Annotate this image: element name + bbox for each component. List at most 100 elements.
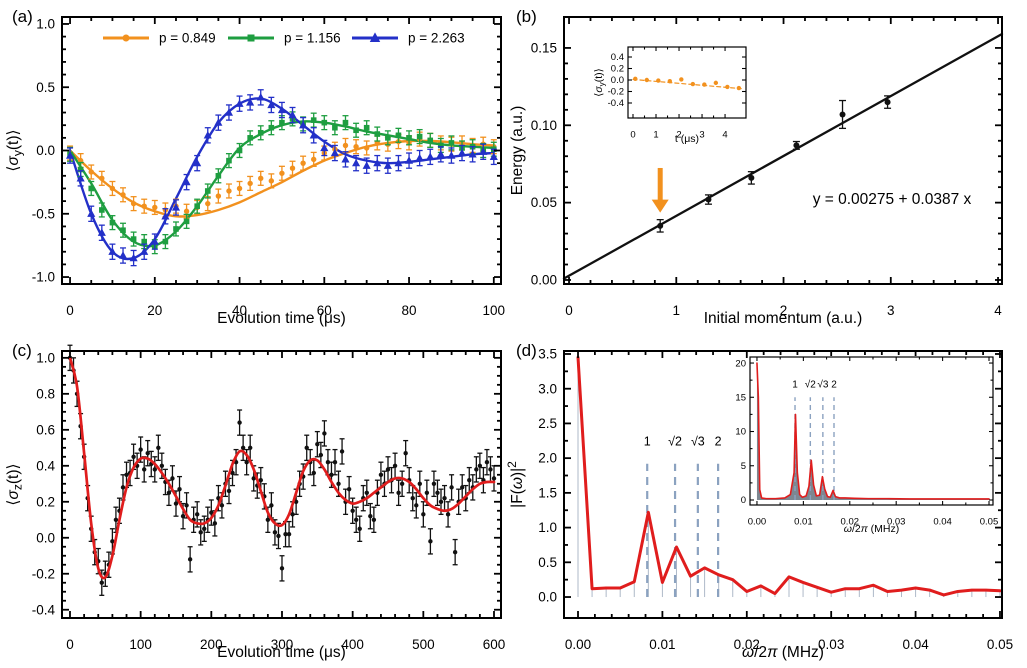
svg-text:40: 40 (232, 303, 247, 318)
svg-text:0.15: 0.15 (531, 41, 557, 56)
chart-c: 0 100 200 300 400 500 600 -0.4 -0.2 0.0 0.2 0.4 0.6 0… (5, 344, 506, 661)
svg-text:3.5: 3.5 (538, 347, 557, 362)
svg-text:2.0: 2.0 (538, 451, 557, 466)
svg-text:2: 2 (676, 130, 681, 141)
b-axis-titles: Initial momentum (a.u.) Energy (a.u.) (509, 106, 862, 327)
svg-text:Evolution time (μs): Evolution time (μs) (217, 644, 346, 661)
svg-text:-0.5: -0.5 (32, 206, 55, 221)
svg-text:0.5: 0.5 (538, 555, 557, 570)
svg-text:600: 600 (483, 637, 506, 652)
svg-text:0.10: 0.10 (531, 118, 557, 133)
svg-text:0.05: 0.05 (531, 195, 557, 210)
chart-d: 0.00 0.01 0.02 0.03 0.04 0.05 0.0 0.5 1.0 1.5 2.0 2… (505, 347, 1013, 661)
svg-text:1: 1 (792, 380, 798, 391)
svg-text:0.01: 0.01 (794, 517, 813, 528)
svg-text:0.00: 0.00 (531, 273, 557, 288)
svg-text:√2: √2 (668, 435, 682, 449)
svg-text:ω/2π (MHz): ω/2π (MHz) (844, 523, 900, 535)
panel-b-label: (b) (516, 7, 537, 26)
svg-text:⟨σy(t)⟩: ⟨σy(t)⟩ (593, 68, 606, 97)
c-sigma-z-fit (68, 356, 496, 580)
svg-text:1.0: 1.0 (538, 520, 557, 535)
svg-text:0: 0 (66, 303, 74, 318)
svg-text:Evolution time (μs): Evolution time (μs) (217, 310, 346, 327)
svg-text:-1.0: -1.0 (32, 270, 55, 285)
c-axes: 0 100 200 300 400 500 600 -0.4 -0.2 0.0 0.2 0.4 0.6 0… (32, 350, 506, 652)
svg-text:0: 0 (630, 130, 635, 141)
svg-text:-0.4: -0.4 (32, 602, 56, 617)
svg-text:300: 300 (271, 637, 294, 652)
svg-text:0.02: 0.02 (841, 517, 860, 528)
d-annotations: 1 √2 √3 2 (644, 435, 722, 449)
fit-equation: y = 0.00275 + 0.0387 x (812, 191, 972, 208)
svg-text:t (μs): t (μs) (675, 133, 699, 145)
svg-text:2: 2 (780, 303, 788, 318)
svg-text:0.8: 0.8 (36, 386, 55, 401)
d-mode-lines (646, 463, 720, 598)
d-series (576, 355, 1002, 598)
b_inset-inset-fit (632, 78, 742, 90)
svg-text:0.05: 0.05 (987, 637, 1013, 652)
panel-c-label: (c) (12, 341, 32, 360)
svg-text:1.0: 1.0 (36, 17, 55, 32)
svg-text:√3: √3 (691, 435, 705, 449)
svg-text:0.00: 0.00 (565, 637, 591, 652)
svg-text:Energy (a.u.): Energy (a.u.) (509, 106, 526, 196)
a-series (65, 89, 498, 267)
a-axis-titles: Evolution time (μs) ⟨σy(t)⟩ (5, 129, 346, 327)
a-data-p-2.263 (65, 89, 498, 267)
svg-text:0: 0 (565, 303, 573, 318)
svg-text:2: 2 (715, 435, 722, 449)
svg-text:0.5: 0.5 (36, 80, 55, 95)
svg-text:p = 1.156: p = 1.156 (284, 31, 341, 46)
svg-text:0.6: 0.6 (36, 422, 55, 437)
c-series (67, 344, 497, 596)
svg-text:0.05: 0.05 (980, 517, 999, 528)
svg-text:3: 3 (887, 303, 895, 318)
svg-text:0.00: 0.00 (748, 517, 767, 528)
svg-text:|F(ω)|2: |F(ω)|2 (505, 461, 526, 508)
a-legend: p = 0.849 p = 1.156 p = 2.263 (103, 31, 465, 46)
svg-text:100: 100 (483, 303, 506, 318)
d_inset-series (756, 362, 990, 501)
svg-text:1.0: 1.0 (36, 350, 55, 365)
svg-text:√2: √2 (805, 379, 816, 391)
svg-text:0.03: 0.03 (887, 517, 906, 528)
chart-d_inset: 0.00 0.01 0.02 0.03 0.04 0.05 0 5 10 15 20 ω/2π (MH… (735, 356, 998, 535)
svg-text:0.04: 0.04 (933, 517, 952, 528)
b-axes: 0 1 2 3 40.000.050.100.15 (531, 16, 1003, 318)
panel-d-label: (d) (516, 341, 537, 360)
svg-text:400: 400 (341, 637, 364, 652)
svg-text:60: 60 (317, 303, 332, 318)
svg-text:0.4: 0.4 (36, 458, 55, 473)
svg-text:200: 200 (200, 637, 223, 652)
b_inset-axes: 0 1 2 3 4 -0.4-0.20.00.20.4 (608, 46, 747, 141)
svg-text:3: 3 (699, 130, 704, 141)
svg-text:0.2: 0.2 (36, 494, 55, 509)
d-fft-spectrum (576, 355, 1002, 597)
svg-text:p = 0.849: p = 0.849 (159, 31, 216, 46)
svg-text:2.5: 2.5 (538, 416, 557, 431)
d_inset-inset-fft-spectrum (756, 362, 990, 500)
svg-text:4: 4 (722, 130, 727, 141)
svg-text:4: 4 (994, 303, 1002, 318)
svg-text:5: 5 (741, 461, 746, 472)
svg-text:0.04: 0.04 (902, 637, 929, 652)
svg-text:1: 1 (644, 435, 651, 449)
svg-text:ω/2π (MHz): ω/2π (MHz) (742, 644, 824, 661)
svg-text:-0.2: -0.2 (608, 87, 624, 98)
svg-text:Initial momentum (a.u.): Initial momentum (a.u.) (704, 310, 863, 327)
svg-text:0.03: 0.03 (818, 637, 844, 652)
a-axes: 0 20 40 60 80 100 -1.0 -0.5 0.0 0.5 1.0 (32, 16, 506, 318)
svg-text:0.02: 0.02 (734, 637, 760, 652)
b-series (562, 32, 1004, 280)
a-data-p-0.849 (67, 131, 497, 219)
svg-text:10: 10 (735, 427, 746, 438)
svg-text:100: 100 (129, 637, 152, 652)
b_inset-axis-titles: t (μs) ⟨σy(t)⟩ (593, 68, 699, 145)
svg-text:0.0: 0.0 (611, 75, 624, 86)
svg-text:1: 1 (673, 303, 681, 318)
